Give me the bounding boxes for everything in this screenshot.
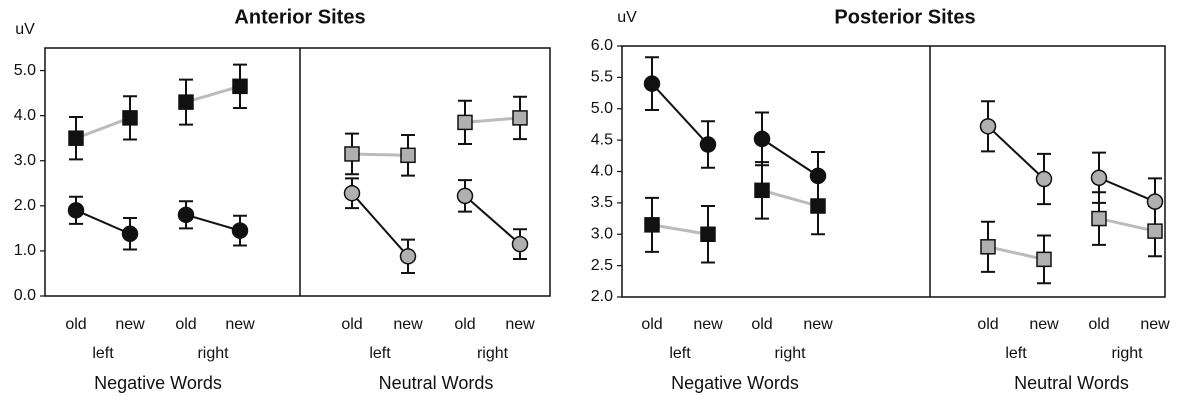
square-marker xyxy=(700,226,716,242)
circle-marker xyxy=(1146,193,1164,210)
circle-marker xyxy=(979,118,997,135)
y-tick-label: 3.5 xyxy=(591,194,613,211)
group-label: right xyxy=(197,345,229,362)
x-tick-label: new xyxy=(115,316,145,333)
y-tick-label: 3.0 xyxy=(591,225,613,242)
y-tick-label: 1.0 xyxy=(14,242,36,259)
x-tick-label: new xyxy=(803,316,833,333)
y-tick-label: 2.0 xyxy=(591,288,613,305)
x-tick-label: new xyxy=(393,316,423,333)
x-tick-label: old xyxy=(341,316,362,333)
series-line xyxy=(987,245,1045,261)
series-line xyxy=(185,213,241,232)
group-label: right xyxy=(774,345,806,362)
circle-marker xyxy=(809,167,827,185)
circle-marker xyxy=(399,248,417,265)
series-line xyxy=(761,138,819,177)
chart-title: Anterior Sites xyxy=(234,6,365,28)
square-marker xyxy=(400,147,416,164)
y-axis-label: uV xyxy=(15,21,35,38)
series-line xyxy=(351,192,409,257)
plot-frame xyxy=(44,47,551,297)
group-label: left xyxy=(1005,345,1027,362)
square-marker xyxy=(1036,251,1052,268)
x-tick-label: old xyxy=(1088,316,1109,333)
x-tick-label: new xyxy=(1029,316,1059,333)
circle-marker xyxy=(699,136,717,153)
x-tick-label: old xyxy=(454,316,475,333)
series-line xyxy=(987,125,1045,180)
square-marker xyxy=(232,78,248,95)
series-line xyxy=(185,84,241,104)
circle-marker xyxy=(643,75,661,92)
series-line xyxy=(651,223,709,236)
y-tick-label: 3.0 xyxy=(14,152,36,169)
y-tick-label: 5.0 xyxy=(14,62,36,79)
group-label: right xyxy=(1111,345,1143,362)
y-tick-label: 5.5 xyxy=(591,69,613,86)
circle-marker xyxy=(121,225,139,243)
square-marker xyxy=(810,198,826,214)
circle-marker xyxy=(177,206,195,224)
x-tick-label: new xyxy=(225,316,255,333)
square-marker xyxy=(512,110,528,126)
circle-marker xyxy=(67,202,85,219)
chart-title: Posterior Sites xyxy=(834,6,975,28)
series-line xyxy=(761,188,819,208)
circle-marker xyxy=(231,222,249,239)
section-label: Neutral Words xyxy=(379,373,494,393)
x-tick-label: old xyxy=(751,316,772,333)
circle-marker xyxy=(511,235,529,253)
square-marker xyxy=(344,146,360,162)
section-label: Negative Words xyxy=(94,373,222,393)
series-line xyxy=(1098,176,1156,203)
square-marker xyxy=(980,239,996,255)
square-marker xyxy=(754,182,770,199)
section-label: Negative Words xyxy=(671,373,799,393)
y-tick-label: 4.0 xyxy=(591,163,613,180)
square-marker xyxy=(1091,210,1107,227)
square-marker xyxy=(644,217,660,233)
series-line xyxy=(651,82,709,146)
x-tick-label: old xyxy=(641,316,662,333)
square-marker xyxy=(457,114,473,131)
y-tick-label: 5.0 xyxy=(591,100,613,117)
x-tick-label: new xyxy=(693,316,723,333)
plot-frame xyxy=(621,45,1166,298)
y-tick-label: 2.5 xyxy=(591,257,613,274)
series-line xyxy=(464,195,521,245)
group-label: left xyxy=(369,345,391,362)
y-tick-label: 6.0 xyxy=(591,37,613,54)
x-tick-label: new xyxy=(505,316,535,333)
circle-marker xyxy=(1090,169,1108,187)
group-label: left xyxy=(669,345,691,362)
group-label: left xyxy=(92,345,114,362)
y-tick-label: 0.0 xyxy=(14,287,36,304)
y-axis-label: uV xyxy=(617,9,637,26)
series-line xyxy=(1098,217,1156,233)
square-marker xyxy=(1147,223,1163,239)
group-label: right xyxy=(477,345,509,362)
x-tick-label: old xyxy=(65,316,86,333)
series-line xyxy=(75,116,131,140)
series-line xyxy=(75,209,131,235)
y-tick-label: 4.5 xyxy=(591,131,613,148)
square-marker xyxy=(68,130,84,146)
x-tick-label: old xyxy=(977,316,998,333)
circle-marker xyxy=(456,187,474,205)
section-label: Neutral Words xyxy=(1014,373,1129,393)
series-line xyxy=(464,116,521,124)
series-line xyxy=(351,152,409,157)
y-tick-label: 4.0 xyxy=(14,107,36,124)
x-tick-label: old xyxy=(175,316,196,333)
x-tick-label: new xyxy=(1140,316,1170,333)
square-marker xyxy=(178,94,194,110)
circle-marker xyxy=(343,184,361,202)
square-marker xyxy=(122,110,138,126)
circle-marker xyxy=(753,130,771,148)
y-tick-label: 2.0 xyxy=(14,197,36,214)
circle-marker xyxy=(1035,170,1053,188)
